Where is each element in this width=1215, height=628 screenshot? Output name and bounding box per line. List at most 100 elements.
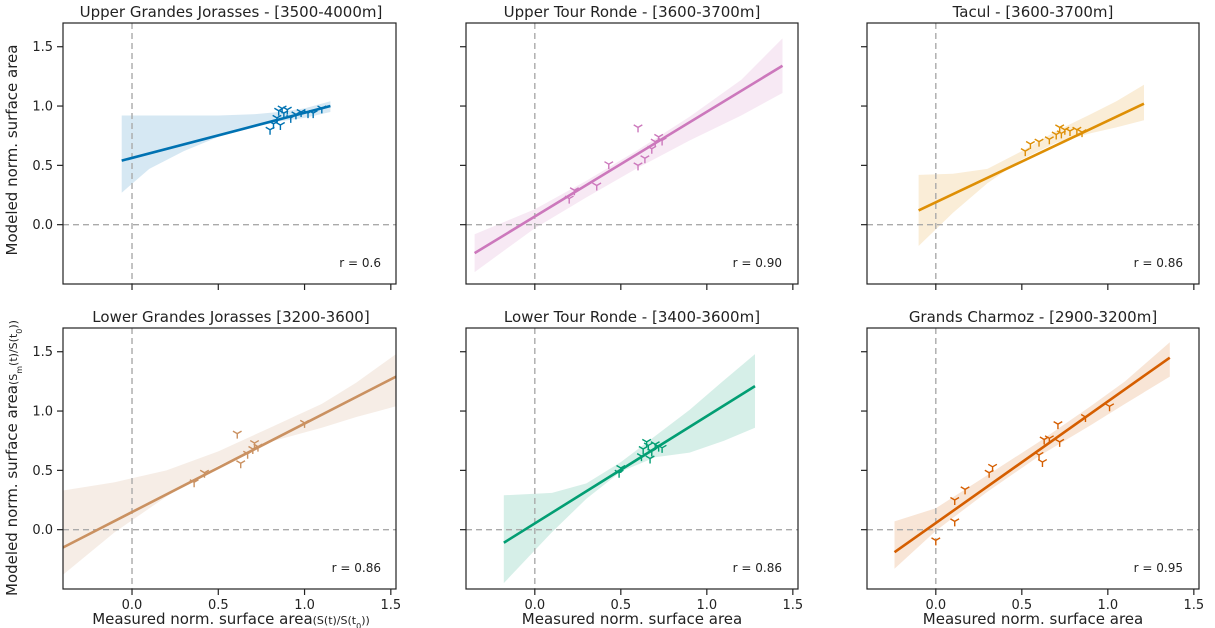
axes-frame: [866, 22, 1200, 285]
panel-tacul: Tacul - [3600-3700m] r = 0.86: [861, 3, 1200, 290]
y-axis-label-sub-end: )): [7, 320, 20, 329]
axes-frame: [465, 22, 799, 285]
data-point: [236, 460, 246, 469]
panel-title: Upper Tour Ronde - [3600-3700m]: [504, 3, 761, 21]
data-point: [1065, 127, 1075, 136]
data-point: [1056, 130, 1067, 139]
data-point: [317, 105, 327, 114]
data-point: [633, 162, 643, 171]
x-tick-label: 1.0: [1097, 598, 1118, 613]
panel-title: Tacul - [3600-3700m]: [952, 3, 1114, 21]
data-point: [299, 419, 310, 428]
x-tick-label: 0.5: [1011, 598, 1032, 613]
y-tick-label: 1.0: [32, 405, 53, 420]
panel-title: Lower Grandes Jorasses [3200-3600]: [92, 308, 369, 326]
regression-line: [893, 356, 1171, 554]
data-point: [604, 161, 614, 170]
data-point: [308, 110, 318, 119]
data-point: [296, 108, 306, 117]
x-tick-label: 0.0: [524, 598, 545, 613]
confidence-band: [474, 38, 783, 273]
data-point: [960, 486, 970, 495]
correlation-label: r = 0.95: [1134, 561, 1183, 575]
plot-area: 0.0 0.5 1.0 1.5: [460, 327, 803, 613]
panel-title: Grands Charmoz - [2900-3200m]: [909, 308, 1157, 326]
x-tick-label: 0.5: [208, 598, 229, 613]
x-tick-label: 1.5: [1183, 598, 1204, 613]
plot-area: 0.0 0.5 1.0 1.5: [32, 22, 397, 290]
data-point: [291, 111, 301, 120]
data-point: [272, 114, 282, 123]
plot-area: 0.0 0.5 1.0 1.5: [861, 327, 1204, 613]
regression-line: [473, 64, 784, 255]
data-point: [950, 496, 960, 506]
data-point: [645, 455, 655, 464]
x-axis-label-main: Measured norm. surface area: [92, 610, 312, 628]
correlation-label: r = 0.90: [733, 256, 782, 270]
data-point: [1104, 403, 1115, 412]
data-point: [1044, 136, 1054, 145]
data-point: [199, 469, 210, 478]
y-axis-label-sub: (S: [7, 374, 20, 385]
axes-frame: [62, 327, 397, 590]
correlation-label: r = 0.86: [332, 561, 381, 575]
confidence-band: [503, 354, 755, 584]
data-point: [1055, 438, 1065, 447]
y-axis-label-sub-m: m: [15, 366, 24, 374]
y-tick-label: 0.5: [32, 464, 53, 479]
panel-lower-tour-ronde: 0.0 0.5 1.0 1.5 Lower Tour Ronde - [3400-36…: [460, 308, 803, 628]
y-axis-label-sub-mid: (t)/S(t: [7, 333, 20, 366]
correlation-label: r = 0.6: [339, 256, 381, 270]
data-point: [189, 479, 199, 488]
data-point: [987, 463, 998, 472]
data-point: [636, 453, 647, 462]
y-tick-label: 1.5: [32, 345, 53, 360]
panel-title: Lower Tour Ronde - [3400-3600m]: [504, 308, 760, 326]
panel-grands-charmoz: 0.0 0.5 1.0 1.5 Grands Charmoz - [2900-3200…: [861, 308, 1204, 628]
y-tick-label: 1.0: [32, 100, 53, 115]
y-tick-label: 0.0: [32, 218, 53, 233]
data-point: [1020, 148, 1030, 157]
x-tick-label: 0.0: [122, 598, 143, 613]
data-point: [950, 518, 960, 527]
x-axis-label: Measured norm. surface area(S(t)/S(t0)): [92, 610, 370, 628]
data-point: [242, 450, 253, 459]
correlation-label: r = 0.86: [733, 561, 782, 575]
x-tick-label: 1.5: [380, 598, 401, 613]
data-point: [275, 121, 286, 131]
data-point: [657, 444, 667, 453]
confidence-band: [918, 84, 1144, 246]
x-tick-label: 0.5: [610, 598, 631, 613]
regression-line: [918, 102, 1145, 212]
x-tick-label: 0.0: [925, 598, 946, 613]
data-point: [282, 106, 292, 115]
data-point: [1053, 420, 1063, 430]
data-point: [616, 464, 626, 473]
y-tick-label: 0.0: [32, 523, 53, 538]
data-point: [1044, 435, 1054, 444]
data-point: [1025, 140, 1036, 150]
data-point: [1077, 129, 1087, 138]
y-axis-label-sub-0: 0: [15, 329, 24, 334]
confidence-band: [63, 354, 396, 575]
plot-area: 0.0 0.5 1.0 1.5 0.0 0.5 1.0 1.5: [32, 327, 401, 613]
panel-lower-grandes-jorasses: 0.0 0.5 1.0 1.5 0.0 0.5 1.0 1.5 Lower Grandes J…: [3, 308, 401, 628]
y-tick-label: 0.5: [32, 159, 53, 174]
data-point: [931, 537, 941, 546]
data-point: [286, 114, 296, 123]
y-axis-label: Modeled norm. surface area: [3, 45, 21, 256]
axes-frame: [465, 327, 799, 590]
data-point: [647, 448, 657, 457]
x-axis-label-sub-end: )): [361, 614, 370, 627]
y-tick-label: 1.5: [32, 40, 53, 55]
x-axis-label: Measured norm. surface area: [522, 610, 742, 628]
data-point: [592, 182, 602, 191]
x-axis-label-sub-0: 0: [356, 622, 361, 628]
x-axis-label: Measured norm. surface area: [923, 610, 1143, 628]
data-point: [638, 445, 648, 455]
plot-area: [861, 22, 1200, 290]
panel-title: Upper Grandes Jorasses - [3500-4000m]: [80, 3, 383, 21]
regression-line: [503, 385, 756, 544]
data-point: [633, 124, 643, 133]
